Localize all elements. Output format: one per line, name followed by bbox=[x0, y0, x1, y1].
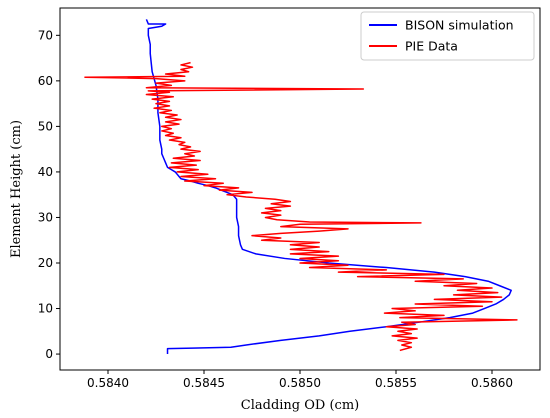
x-tick-label: 0.5860 bbox=[471, 376, 513, 390]
plot-area bbox=[84, 19, 518, 355]
series-line-bison-simulation bbox=[145, 19, 512, 355]
y-tick-label: 50 bbox=[38, 119, 53, 133]
x-tick-label: 0.5845 bbox=[183, 376, 225, 390]
plot-frame bbox=[59, 7, 541, 371]
y-tick-label: 0 bbox=[45, 347, 53, 361]
y-axis: 0 10 20 30 40 50 60 70 bbox=[38, 28, 60, 361]
legend-box bbox=[360, 11, 535, 61]
legend: BISON simulation PIE Data bbox=[360, 11, 535, 61]
y-tick-label: 10 bbox=[38, 302, 53, 316]
y-tick-label: 60 bbox=[38, 74, 53, 88]
series-line-pie-data bbox=[84, 61, 518, 352]
x-tick-label: 0.5850 bbox=[279, 376, 321, 390]
x-tick-label: 0.5840 bbox=[87, 376, 129, 390]
y-axis-label: Element Height (cm) bbox=[9, 120, 24, 258]
y-tick-label: 20 bbox=[38, 256, 53, 270]
x-tick-label: 0.5855 bbox=[375, 376, 417, 390]
x-axis-label: Cladding OD (cm) bbox=[241, 398, 359, 413]
x-axis: 0.5840 0.5845 0.5850 0.5855 0.5860 bbox=[87, 370, 513, 390]
y-tick-label: 40 bbox=[38, 165, 53, 179]
y-tick-label: 70 bbox=[38, 28, 53, 42]
legend-label: BISON simulation bbox=[405, 18, 514, 33]
legend-label: PIE Data bbox=[405, 39, 458, 54]
y-tick-label: 30 bbox=[38, 210, 53, 224]
